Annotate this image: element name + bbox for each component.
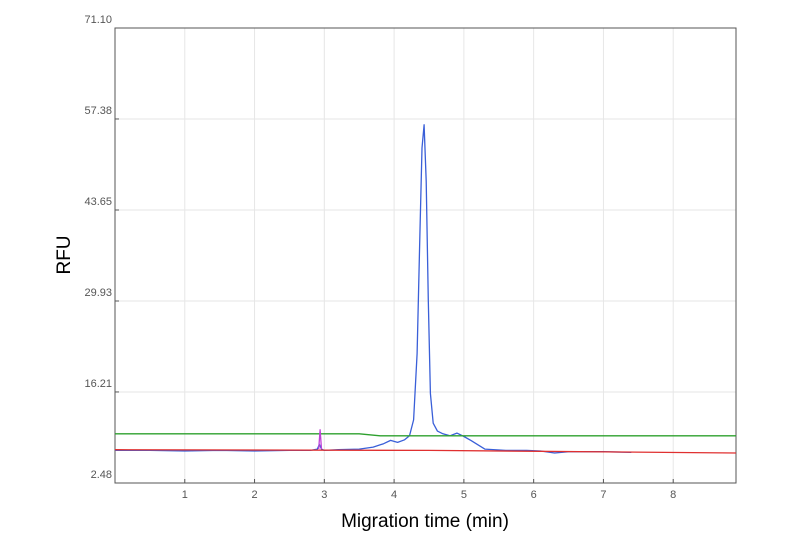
blue-trace-line [115,124,632,454]
y-tick-label: 71.10 [84,14,112,26]
x-tick-label: 2 [251,489,257,501]
y-tick-label: 16.21 [84,378,112,390]
y-tick-label: 2.48 [91,469,112,481]
y-axis-title: RFU [54,235,75,274]
series-group [114,124,737,454]
y-tick-label: 43.65 [84,196,112,208]
x-axis-ticks: 1 2 3 4 5 6 7 8 [182,479,676,501]
grid-lines [115,28,736,483]
plot-frame [114,27,737,484]
y-axis-ticks: 2.48 16.21 29.93 43.65 57.38 71.10 [84,14,119,484]
x-tick-label: 4 [391,489,397,501]
x-tick-label: 3 [321,489,327,501]
magenta-spike-line [318,429,323,450]
x-tick-label: 5 [461,489,467,501]
x-tick-label: 6 [531,489,537,501]
x-tick-label: 7 [600,489,606,501]
x-axis-title: Migration time (min) [341,511,509,532]
y-tick-label: 57.38 [84,105,112,117]
x-tick-label: 8 [670,489,676,501]
red-trace-line [114,449,737,454]
x-tick-label: 1 [182,489,188,501]
y-tick-label: 29.93 [84,287,112,299]
green-trace-line [115,433,736,437]
